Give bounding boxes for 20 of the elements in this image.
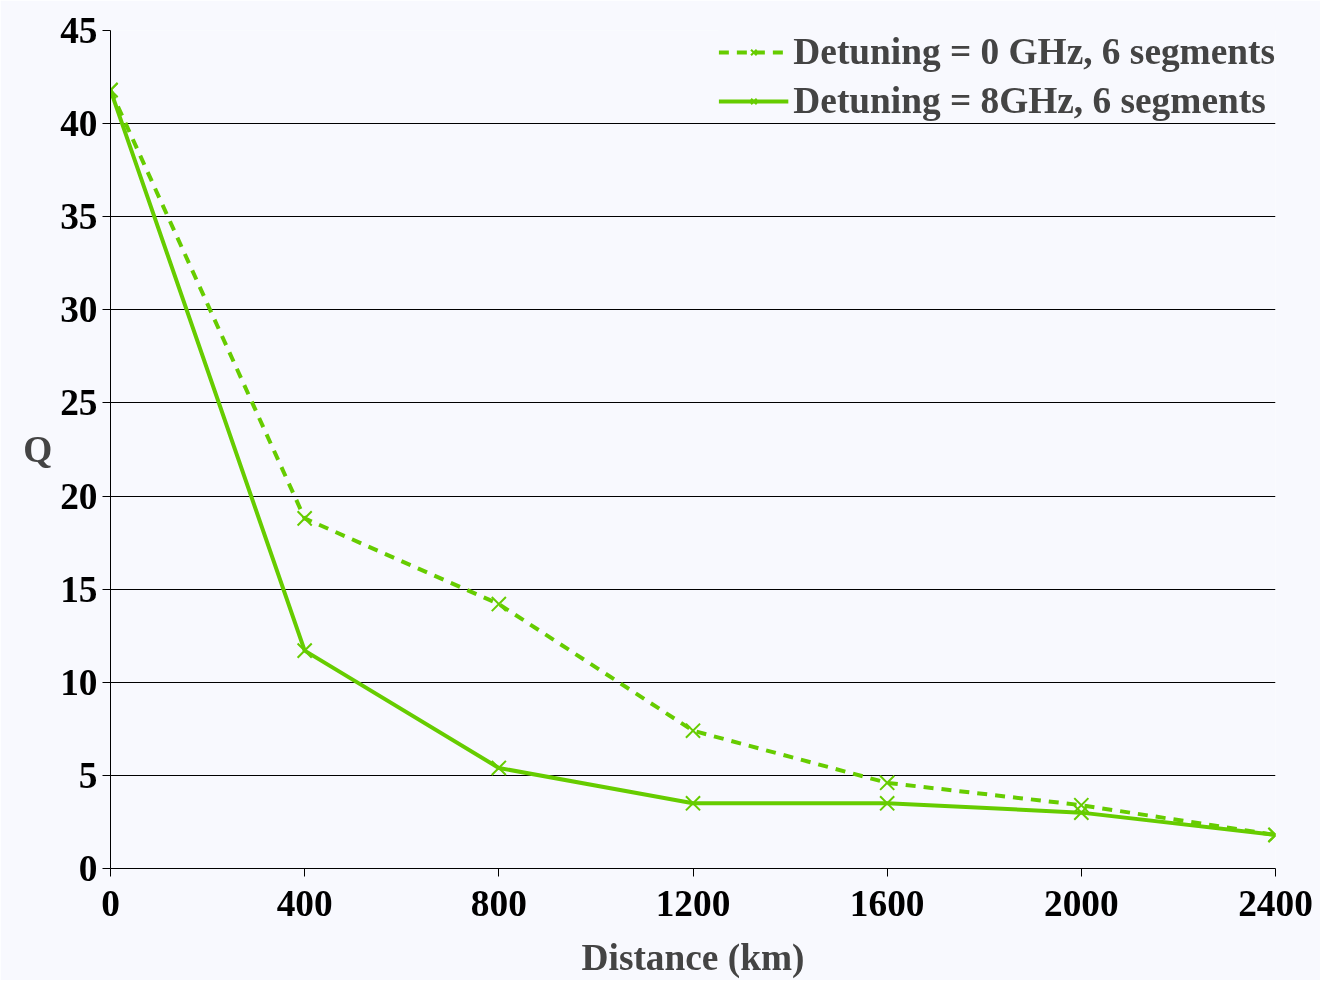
x-axis-title: Distance (km)	[581, 936, 805, 979]
y-tick-label: 30	[60, 289, 98, 331]
y-axis-title: Q	[23, 429, 53, 470]
y-tick-label: 0	[78, 848, 98, 889]
y-tick-label: 45	[60, 10, 98, 51]
y-tick-label: 40	[60, 103, 98, 145]
y-tick-label: 10	[60, 661, 98, 703]
x-tick-label: 800	[470, 882, 527, 924]
y-tick-label: 25	[60, 382, 98, 424]
legend-label: Detuning = 0 GHz, 6 segments	[793, 30, 1275, 73]
legend-label: Detuning = 8GHz, 6 segments	[793, 79, 1266, 122]
y-tick-label: 5	[78, 754, 98, 796]
y-tick-label: 15	[60, 568, 98, 610]
x-tick-label: 1200	[655, 882, 731, 924]
y-tick-label: 35	[60, 196, 98, 238]
x-tick-label: 2400	[1238, 882, 1313, 924]
y-tick-label: 20	[60, 475, 98, 517]
x-tick-label: 400	[276, 882, 333, 924]
x-tick-label: 1600	[849, 882, 925, 924]
x-tick-label: 2000	[1044, 882, 1119, 924]
